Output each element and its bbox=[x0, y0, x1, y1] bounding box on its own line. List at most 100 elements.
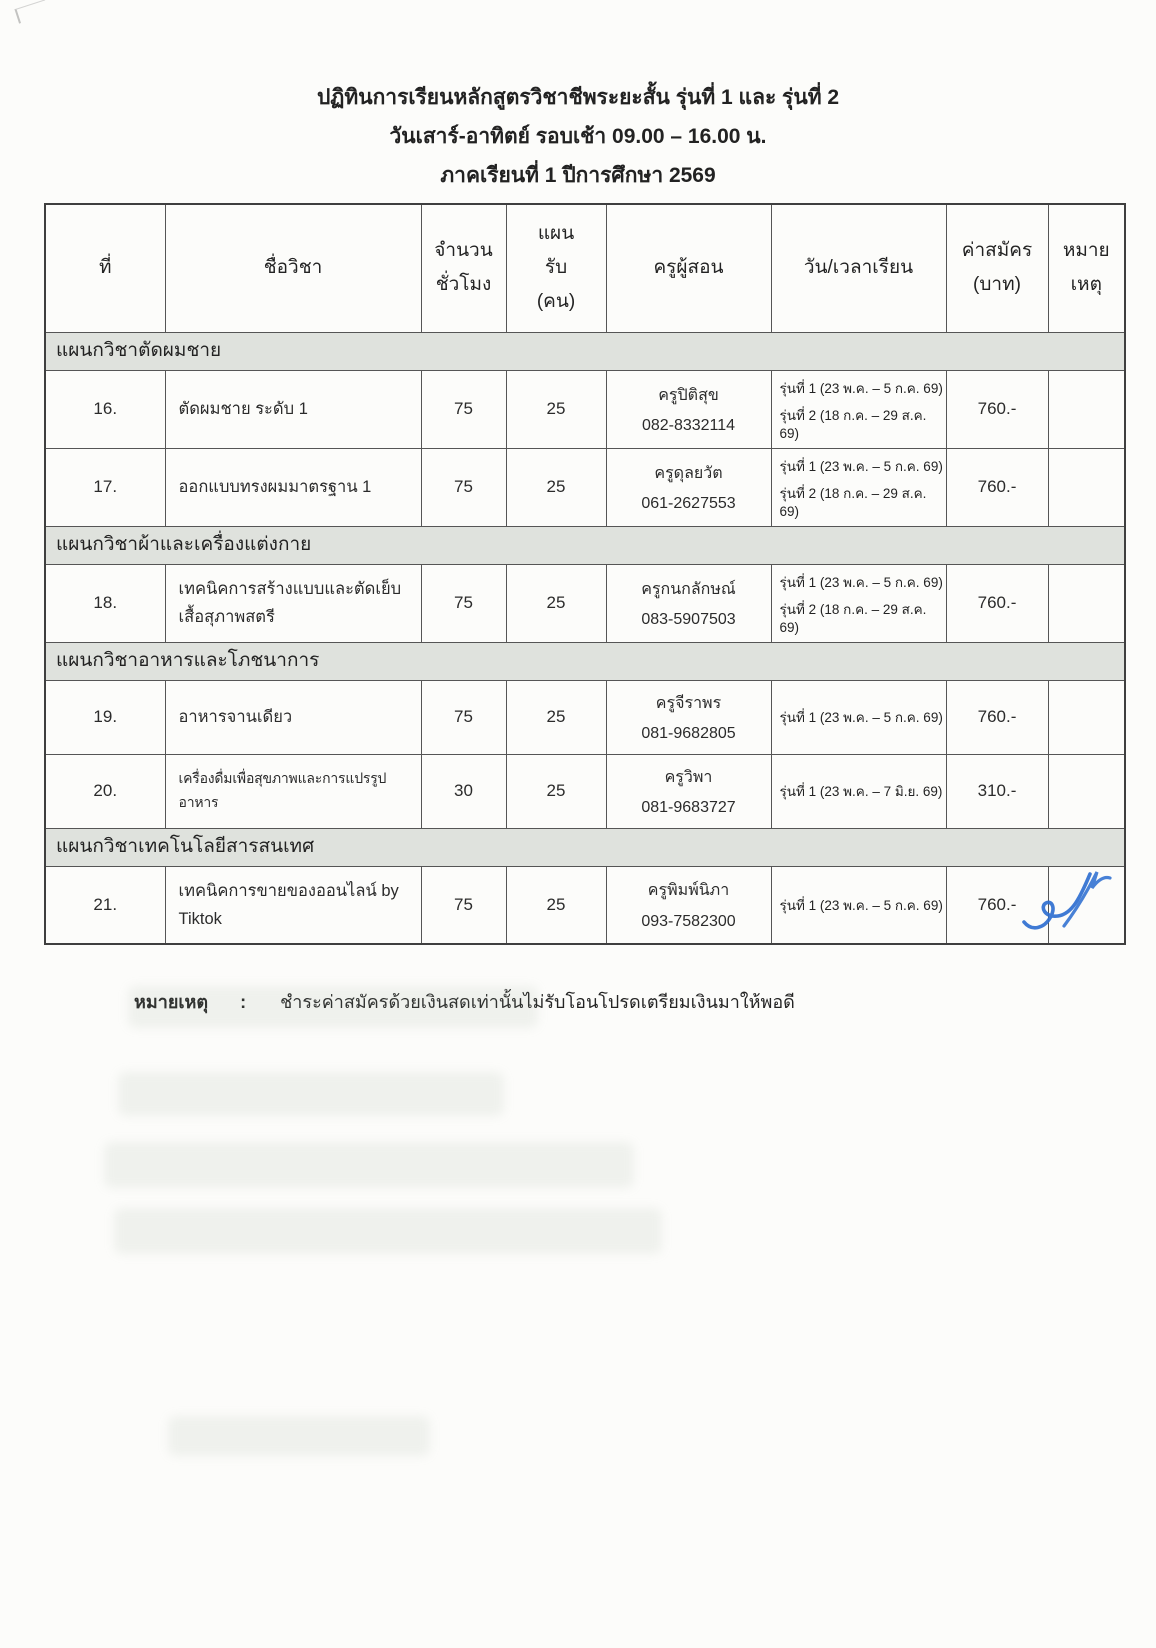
schedule-cell: รุ่นที่ 1 (23 พ.ค. – 5 ก.ค. 69) bbox=[770, 679, 947, 755]
schedule-batch-1: รุ่นที่ 1 (23 พ.ค. – 5 ก.ค. 69) bbox=[779, 897, 943, 913]
schedule-cell: รุ่นที่ 1 (23 พ.ค. – 5 ก.ค. 69) รุ่นที่ … bbox=[770, 563, 947, 643]
teacher-name: ครูดุลยวัต bbox=[654, 464, 723, 482]
note-colon: : bbox=[240, 992, 247, 1012]
fee-cell: 760.- bbox=[945, 679, 1049, 755]
teacher-cell: ครูดุลยวัต 061-2627553 bbox=[605, 447, 772, 527]
course-cell: อาหารจานเดียว bbox=[164, 679, 422, 755]
no-cell: 19. bbox=[44, 679, 166, 755]
remark-cell bbox=[1047, 563, 1126, 643]
table-row-17: 17. ออกแบบทรงผมมาตรฐาน 1 75 25 ครูดุลยวั… bbox=[44, 447, 1126, 527]
table-row-21: 21. เทคนิคการขายของออนไลน์ by Tiktok 75 … bbox=[44, 865, 1126, 945]
table-row-19: 19. อาหารจานเดียว 75 25 ครูจีราพร 081-96… bbox=[44, 679, 1126, 755]
table-row-20: 20. เครื่องดื่มเพื่อสุขภาพและการแปรรูปอา… bbox=[44, 753, 1126, 829]
bleed-through-ghost bbox=[114, 1208, 662, 1254]
note-label: หมายเหตุ bbox=[134, 992, 209, 1012]
teacher-name: ครูกนกลักษณ์ bbox=[641, 580, 736, 598]
teacher-cell: ครูปิติสุข 082-8332114 bbox=[605, 369, 772, 449]
course-cell: ออกแบบทรงผมมาตรฐาน 1 bbox=[164, 447, 422, 527]
fee-cell: 760.- bbox=[945, 865, 1049, 945]
teacher-name: ครูจีราพร bbox=[655, 695, 722, 713]
hours-cell: 75 bbox=[420, 679, 507, 755]
hours-cell: 30 bbox=[420, 753, 507, 829]
teacher-name: ครูวิพา bbox=[664, 769, 713, 787]
schedule-batch-1: รุ่นที่ 1 (23 พ.ค. – 5 ก.ค. 69) bbox=[779, 575, 943, 590]
schedule-batch-1: รุ่นที่ 1 (23 พ.ค. – 5 ก.ค. 69) bbox=[779, 710, 943, 725]
schedule-cell: รุ่นที่ 1 (23 พ.ค. – 5 ก.ค. 69) รุ่นที่ … bbox=[770, 447, 947, 527]
capacity-cell: 25 bbox=[505, 753, 607, 829]
bleed-through-ghost bbox=[128, 986, 538, 1028]
no-cell: 16. bbox=[44, 369, 166, 449]
header-cell-course: ชื่อวิชา bbox=[164, 203, 422, 333]
hours-cell: 75 bbox=[420, 865, 507, 945]
remark-cell bbox=[1047, 369, 1126, 449]
capacity-cell: 25 bbox=[505, 369, 607, 449]
remark-cell bbox=[1047, 753, 1126, 829]
remark-cell bbox=[1047, 865, 1126, 945]
header-cell-hours: จำนวน ชั่วโมง bbox=[420, 203, 507, 333]
course-cell: เครื่องดื่มเพื่อสุขภาพและการแปรรูปอาหาร bbox=[164, 753, 422, 829]
remark-cell bbox=[1047, 447, 1126, 527]
schedule-batch-1: รุ่นที่ 1 (23 พ.ค. – 5 ก.ค. 69) bbox=[779, 381, 943, 396]
teacher-name: ครูพิมพ์นิภา bbox=[647, 882, 730, 900]
title-line-1: ปฏิทินการเรียนหลักสูตรวิชาชีพระยะสั้น รุ… bbox=[316, 86, 840, 109]
schedule-batch-1: รุ่นที่ 1 (23 พ.ค. – 5 ก.ค. 69) bbox=[779, 459, 943, 474]
header-cell-fee: ค่าสมัคร (บาท) bbox=[945, 203, 1049, 333]
teacher-phone: 083-5907503 bbox=[641, 611, 736, 629]
teacher-phone: 061-2627553 bbox=[641, 495, 736, 513]
fee-cell: 760.- bbox=[945, 369, 1049, 449]
section-band-food: แผนกวิชาอาหารและโภชนาการ bbox=[44, 641, 1126, 681]
footer-note: หมายเหตุ : ชำระค่าสมัครด้วยเงินสดเท่านั้… bbox=[0, 987, 1156, 1016]
table-header-row: ที่ ชื่อวิชา จำนวน ชั่วโมง แผน รับ (คน) … bbox=[44, 203, 1126, 333]
section-band-it: แผนกวิชาเทคโนโลยีสารสนเทศ bbox=[44, 827, 1126, 867]
section-title: แผนกวิชาผ้าและเครื่องแต่งกาย bbox=[44, 525, 1126, 565]
capacity-cell: 25 bbox=[505, 679, 607, 755]
no-cell: 21. bbox=[44, 865, 166, 945]
section-band-barbering: แผนกวิชาตัดผมชาย bbox=[44, 331, 1126, 371]
schedule-cell: รุ่นที่ 1 (23 พ.ค. – 5 ก.ค. 69) รุ่นที่ … bbox=[770, 369, 947, 449]
document-title: ปฏิทินการเรียนหลักสูตรวิชาชีพระยะสั้น รุ… bbox=[0, 0, 1156, 195]
hours-cell: 75 bbox=[420, 369, 507, 449]
teacher-cell: ครูวิพา 081-9683727 bbox=[605, 753, 772, 829]
teacher-cell: ครูกนกลักษณ์ 083-5907503 bbox=[605, 563, 772, 643]
fee-cell: 760.- bbox=[945, 447, 1049, 527]
no-cell: 20. bbox=[44, 753, 166, 829]
schedule-batch-2: รุ่นที่ 2 (18 ก.ค. – 29 ส.ค. 69) bbox=[779, 602, 927, 635]
header-cell-capacity: แผน รับ (คน) bbox=[505, 203, 607, 333]
capacity-cell: 25 bbox=[505, 563, 607, 643]
capacity-cell: 25 bbox=[505, 865, 607, 945]
title-line-3: ภาคเรียนที่ 1 ปีการศึกษา 2569 bbox=[440, 164, 716, 187]
schedule-batch-2: รุ่นที่ 2 (18 ก.ค. – 29 ส.ค. 69) bbox=[779, 486, 927, 519]
title-line-2: วันเสาร์-อาทิตย์ รอบเช้า 09.00 – 16.00 น… bbox=[389, 125, 767, 148]
bleed-through-ghost bbox=[104, 1142, 634, 1188]
schedule-batch-1: รุ่นที่ 1 (23 พ.ค. – 7 มิ.ย. 69) bbox=[779, 784, 943, 799]
no-cell: 18. bbox=[44, 563, 166, 643]
note-text: ชำระค่าสมัครด้วยเงินสดเท่านั้นไม่รับโอนโ… bbox=[280, 992, 795, 1012]
table-row-18: 18. เทคนิคการสร้างแบบและตัดเย็บเสื้อสุภา… bbox=[44, 563, 1126, 643]
header-cell-remark: หมาย เหตุ bbox=[1047, 203, 1126, 333]
bleed-through-ghost bbox=[118, 1072, 504, 1116]
schedule-cell: รุ่นที่ 1 (23 พ.ค. – 5 ก.ค. 69) bbox=[770, 865, 947, 945]
header-cell-schedule: วัน/เวลาเรียน bbox=[770, 203, 947, 333]
teacher-phone: 082-8332114 bbox=[641, 417, 736, 435]
schedule-cell: รุ่นที่ 1 (23 พ.ค. – 7 มิ.ย. 69) bbox=[770, 753, 947, 829]
hours-cell: 75 bbox=[420, 447, 507, 527]
teacher-cell: ครูจีราพร 081-9682805 bbox=[605, 679, 772, 755]
header-cell-no: ที่ bbox=[44, 203, 166, 333]
course-cell: เทคนิคการสร้างแบบและตัดเย็บเสื้อสุภาพสตร… bbox=[164, 563, 422, 643]
teacher-name: ครูปิติสุข bbox=[658, 386, 719, 404]
teacher-phone: 081-9682805 bbox=[641, 724, 736, 742]
course-cell: ตัดผมชาย ระดับ 1 bbox=[164, 369, 422, 449]
remark-cell bbox=[1047, 679, 1126, 755]
fee-cell: 760.- bbox=[945, 563, 1049, 643]
section-title: แผนกวิชาเทคโนโลยีสารสนเทศ bbox=[44, 827, 1126, 867]
bleed-through-ghost bbox=[168, 1416, 430, 1456]
table-row-16: 16. ตัดผมชาย ระดับ 1 75 25 ครูปิติสุข 08… bbox=[44, 369, 1126, 449]
section-title: แผนกวิชาอาหารและโภชนาการ bbox=[44, 641, 1126, 681]
section-band-textile: แผนกวิชาผ้าและเครื่องแต่งกาย bbox=[44, 525, 1126, 565]
no-cell: 17. bbox=[44, 447, 166, 527]
course-cell: เทคนิคการขายของออนไลน์ by Tiktok bbox=[164, 865, 422, 945]
teacher-cell: ครูพิมพ์นิภา 093-7582300 bbox=[605, 865, 772, 945]
hours-cell: 75 bbox=[420, 563, 507, 643]
course-schedule-table: ที่ ชื่อวิชา จำนวน ชั่วโมง แผน รับ (คน) … bbox=[44, 203, 1126, 945]
capacity-cell: 25 bbox=[505, 447, 607, 527]
